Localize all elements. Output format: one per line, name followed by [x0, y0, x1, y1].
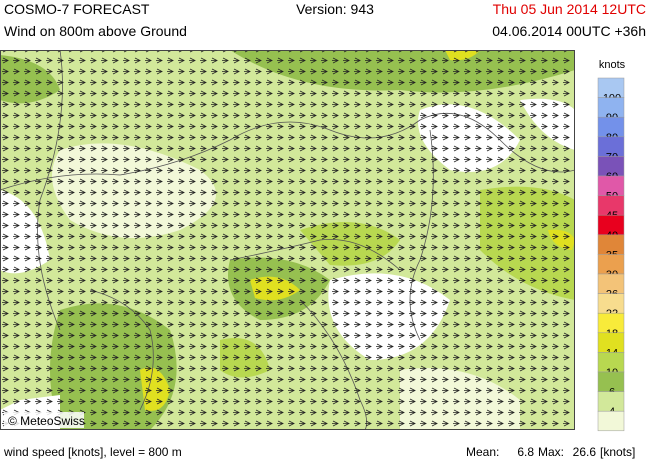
- title: COSMO-7 FORECAST: [4, 1, 150, 17]
- legend: knots 100908070605045403530262218141064: [597, 59, 626, 432]
- version: Version: 943: [296, 1, 374, 17]
- valid-time: Thu 05 Jun 2014 12UTC: [493, 1, 646, 17]
- credit-box: [4, 412, 84, 428]
- footer-description: wind speed [knots], level = 800 m: [3, 445, 182, 459]
- mean-value: 6.8: [517, 445, 534, 459]
- subtitle: Wind on 800m above Ground: [4, 23, 187, 39]
- max-value: 26.6: [573, 445, 597, 459]
- legend-swatch: [597, 410, 625, 432]
- map-frame: [0, 50, 575, 430]
- map-field: [0, 50, 575, 430]
- max-label: Max:: [538, 445, 564, 459]
- credit: © MeteoSwiss: [8, 414, 85, 428]
- legend-unit: knots: [599, 59, 626, 71]
- max-unit: [knots]: [600, 445, 635, 459]
- mean-label: Mean:: [466, 445, 499, 459]
- run-time: 04.06.2014 00UTC +36h: [492, 23, 646, 39]
